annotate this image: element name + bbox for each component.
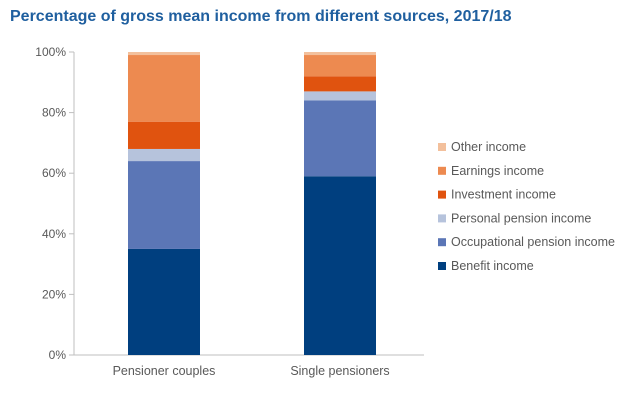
legend-label: Occupational pension income: [451, 235, 615, 249]
legend-swatch: [438, 238, 446, 247]
y-tick-label: 60%: [42, 166, 66, 180]
bar-segment: [128, 121, 200, 149]
y-tick-label: 20%: [42, 287, 66, 301]
y-tick-label: 0%: [49, 348, 67, 362]
bar-layer: [128, 52, 376, 355]
axis-layer: 0% 20% 40% 60% 80% 100% Pensioner couples Singl…: [35, 45, 424, 378]
legend-swatch: [438, 190, 446, 199]
x-category-label: Pensioner couples: [113, 364, 216, 378]
bar-segment: [128, 55, 200, 122]
y-tick-label: 40%: [42, 227, 66, 241]
chart-title: Percentage of gross mean income from dif…: [10, 8, 512, 25]
legend-label: Investment income: [451, 188, 556, 202]
y-tick-label: 80%: [42, 106, 66, 120]
bar-segment: [128, 52, 200, 56]
bar-segment: [304, 100, 376, 177]
bar-segment: [304, 91, 376, 101]
bar-segment: [304, 52, 376, 56]
bar-segment: [304, 55, 376, 77]
x-category-label: Single pensioners: [290, 364, 389, 378]
legend: Other income Earnings income Investment in…: [438, 140, 615, 273]
legend-label: Benefit income: [451, 259, 534, 273]
legend-label: Earnings income: [451, 164, 544, 178]
legend-swatch: [438, 166, 446, 175]
legend-swatch: [438, 143, 446, 151]
bar-segment: [128, 148, 200, 162]
y-tick-label: 100%: [35, 45, 66, 59]
legend-swatch: [438, 262, 446, 270]
legend-label: Personal pension income: [451, 211, 591, 225]
legend-swatch: [438, 214, 446, 223]
bar-segment: [128, 161, 200, 249]
bar-segment: [304, 76, 376, 92]
legend-label: Other income: [451, 140, 526, 154]
bar-segment: [304, 176, 376, 355]
bar-segment: [128, 248, 200, 355]
